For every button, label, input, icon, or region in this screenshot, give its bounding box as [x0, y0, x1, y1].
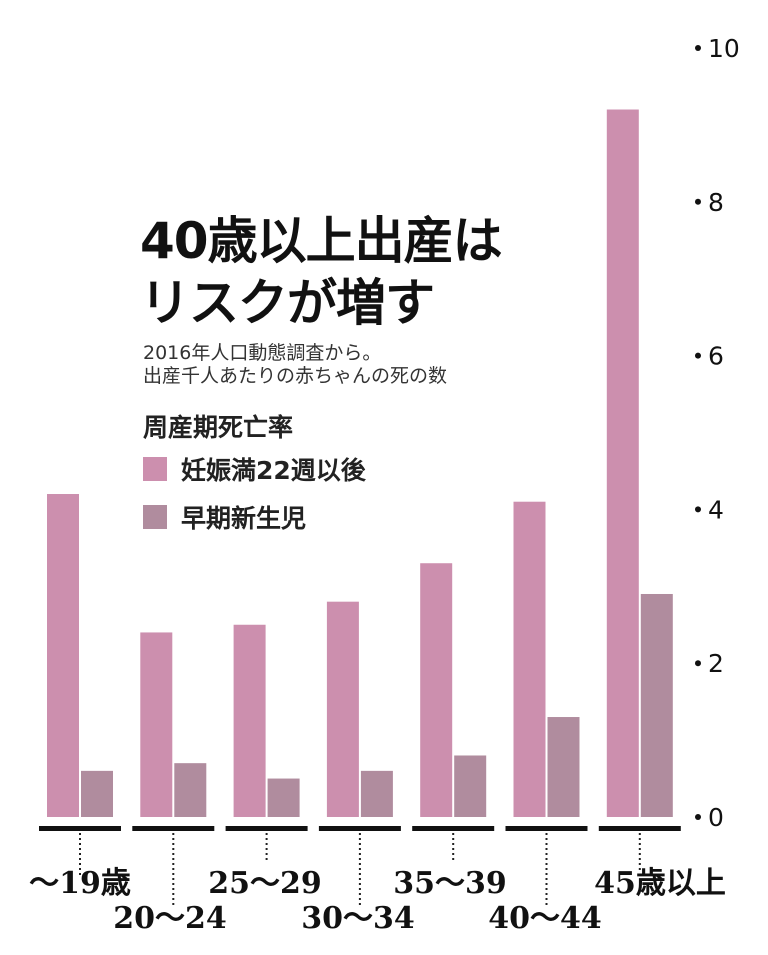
- legend-swatch-series-1: [143, 457, 167, 481]
- y-axis: 10 8 6 4 2 0: [695, 34, 740, 832]
- chart-title-line-2: リスクが増す: [140, 274, 435, 332]
- y-tick-label-2: 8: [708, 188, 724, 217]
- bar-series1-4: [326, 601, 359, 817]
- bar-series2-3: [267, 778, 300, 817]
- y-tick-mark-2: [695, 198, 701, 205]
- bar-series1-5: [420, 563, 453, 817]
- legend-title: 周産期死亡率: [143, 413, 294, 442]
- y-tick-label-1: 10: [708, 34, 740, 63]
- y-tick-mark-5: [695, 660, 701, 667]
- x-tick-label-2: 20〜24: [113, 901, 227, 936]
- legend-label-series-2: 早期新生児: [181, 504, 307, 533]
- legend-swatch-series-2: [143, 505, 167, 529]
- y-tick-mark-4: [695, 506, 701, 513]
- category-baseline-7: [598, 826, 681, 831]
- y-tick-label-6: 0: [708, 803, 724, 832]
- bar-series2-1: [81, 770, 113, 817]
- category-baseline-3: [225, 826, 308, 831]
- bar-series2-2: [174, 763, 207, 817]
- x-tick-label-5: 35〜39: [393, 866, 507, 901]
- x-tick-label-7: 45歳以上: [594, 866, 726, 901]
- y-tick-label-3: 6: [708, 342, 724, 371]
- legend-item-series-1: 妊娠満22週以後: [143, 452, 366, 486]
- bar-series1-7: [606, 109, 639, 817]
- bar-series2-6: [547, 717, 580, 817]
- bar-series1-2: [140, 632, 173, 817]
- y-tick-mark-1: [695, 45, 701, 51]
- chart-subtitle-line-2: 出産千人あたりの赤ちゃんの死の数: [143, 365, 448, 387]
- category-baseline-6: [505, 826, 588, 831]
- bar-series1-1: [47, 494, 79, 817]
- y-tick-label-5: 2: [708, 649, 724, 678]
- category-baseline-1: [39, 826, 121, 831]
- bar-series2-5: [454, 755, 487, 817]
- bars-layer: [47, 109, 673, 817]
- chart-title-line-1: 40歳以上出産は: [140, 212, 503, 270]
- chart-title: 40歳以上出産は リスクが増す: [140, 210, 503, 334]
- bar-series1-6: [513, 501, 546, 817]
- x-tick-label-1: 〜19歳: [29, 866, 131, 901]
- chart-subtitle: 2016年人口動態調査から。 出産千人あたりの赤ちゃんの死の数: [143, 342, 447, 388]
- x-tick-label-6: 40〜44: [488, 901, 602, 936]
- category-baseline-4: [318, 826, 401, 831]
- category-baseline-5: [412, 826, 495, 831]
- y-tick-mark-3: [695, 352, 701, 359]
- category-baseline-2: [132, 826, 215, 831]
- x-tick-label-4: 30〜34: [301, 901, 415, 936]
- x-tick-label-3: 25〜29: [208, 866, 322, 901]
- bar-series2-4: [360, 770, 393, 817]
- bar-series2-7: [640, 593, 673, 817]
- legend-label-series-1: 妊娠満22週以後: [181, 456, 366, 485]
- legend-item-series-2: 早期新生児: [143, 500, 306, 534]
- category-baselines: [39, 826, 681, 905]
- y-tick-mark-6: [695, 814, 701, 820]
- bar-series1-3: [233, 624, 266, 817]
- y-tick-label-4: 4: [708, 495, 724, 524]
- chart-subtitle-line-1: 2016年人口動態調査から。: [143, 342, 382, 364]
